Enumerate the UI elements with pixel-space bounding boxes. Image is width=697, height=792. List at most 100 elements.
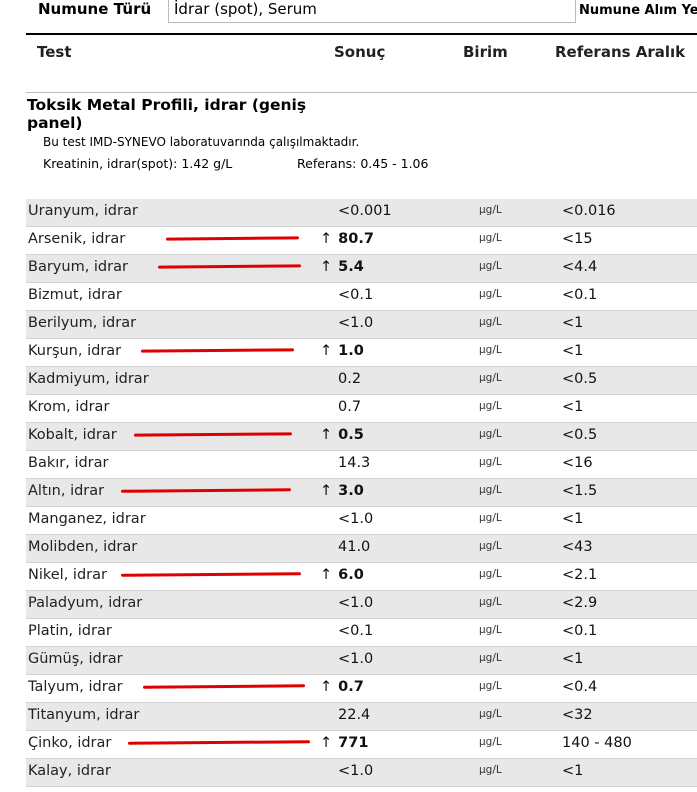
test-reference: <0.5 bbox=[562, 371, 598, 387]
high-arrow-icon: ↑ bbox=[320, 427, 333, 443]
test-name: Paladyum, idrar bbox=[28, 595, 143, 611]
column-header-result: Sonuç bbox=[334, 43, 386, 61]
test-name: Manganez, idrar bbox=[28, 511, 146, 527]
creatinine-reference: Referans: 0.45 - 1.06 bbox=[297, 156, 429, 171]
test-name: Berilyum, idrar bbox=[28, 315, 137, 331]
test-result: <1.0 bbox=[338, 763, 373, 779]
table-row: Kobalt, idrar ↑ 0.5 µg/L <0.5 bbox=[26, 423, 697, 451]
test-unit: µg/L bbox=[479, 652, 502, 664]
column-header-reference: Referans Aralık bbox=[555, 43, 686, 61]
test-reference: 140 - 480 bbox=[562, 735, 632, 751]
column-header-unit: Birim bbox=[463, 43, 508, 61]
high-arrow-icon: ↑ bbox=[320, 231, 333, 247]
test-unit: µg/L bbox=[479, 764, 502, 776]
table-row: Titanyum, idrar 22.4 µg/L <32 bbox=[26, 703, 697, 731]
test-reference: <1 bbox=[562, 511, 584, 527]
test-unit: µg/L bbox=[479, 428, 502, 440]
test-unit: µg/L bbox=[479, 288, 502, 300]
test-unit: µg/L bbox=[479, 680, 502, 692]
result-value: 14.3 bbox=[338, 455, 371, 471]
table-row: Bizmut, idrar <0.1 µg/L <0.1 bbox=[26, 283, 697, 311]
test-result: 22.4 bbox=[338, 707, 370, 723]
table-row: Baryum, idrar ↑ 5.4 µg/L <4.4 bbox=[26, 255, 697, 283]
test-reference: <1 bbox=[562, 651, 584, 667]
result-value: <0.1 bbox=[338, 623, 374, 639]
test-unit: µg/L bbox=[479, 596, 502, 608]
test-reference: <1 bbox=[562, 763, 584, 779]
test-name: Çinko, idrar bbox=[28, 735, 112, 751]
test-result: ↑ 0.7 bbox=[320, 679, 364, 695]
table-row: Berilyum, idrar <1.0 µg/L <1 bbox=[26, 311, 697, 339]
test-result: ↑ 1.0 bbox=[320, 343, 364, 359]
high-arrow-icon: ↑ bbox=[320, 343, 333, 359]
test-name: Kurşun, idrar bbox=[28, 343, 122, 359]
high-arrow-icon: ↑ bbox=[320, 259, 333, 275]
result-value: <0.1 bbox=[338, 287, 374, 303]
results-table: Uranyum, idrar <0.001 µg/L <0.016 Arsenik, i… bbox=[26, 199, 697, 787]
table-row: Altın, idrar ↑ 3.0 µg/L <1.5 bbox=[26, 479, 697, 507]
header-bottom-divider bbox=[26, 92, 697, 93]
test-name: Nikel, idrar bbox=[28, 567, 107, 583]
result-value: 6.0 bbox=[338, 567, 364, 583]
test-reference: <32 bbox=[562, 707, 593, 723]
test-reference: <2.1 bbox=[562, 567, 598, 583]
test-unit: µg/L bbox=[479, 708, 502, 720]
test-result: ↑ 0.5 bbox=[320, 427, 364, 443]
test-reference: <0.016 bbox=[562, 203, 616, 219]
test-name: Platin, idrar bbox=[28, 623, 112, 639]
test-reference: <0.1 bbox=[562, 623, 598, 639]
test-reference: <2.9 bbox=[562, 595, 598, 611]
high-arrow-icon: ↑ bbox=[320, 483, 333, 499]
header-divider bbox=[26, 33, 697, 35]
result-value: <1.0 bbox=[338, 315, 374, 331]
red-underline-mark bbox=[121, 488, 291, 493]
test-result: 0.2 bbox=[338, 371, 361, 387]
test-result: <1.0 bbox=[338, 595, 373, 611]
test-unit: µg/L bbox=[479, 624, 502, 636]
sample-type-box bbox=[168, 0, 576, 23]
table-row: Uranyum, idrar <0.001 µg/L <0.016 bbox=[26, 199, 697, 227]
high-arrow-icon: ↑ bbox=[320, 679, 333, 695]
test-reference: <0.4 bbox=[562, 679, 598, 695]
test-result: <1.0 bbox=[338, 511, 373, 527]
test-reference: <1.5 bbox=[562, 483, 598, 499]
lab-note: Bu test IMD-SYNEVO laboratuvarında çalış… bbox=[43, 135, 360, 149]
test-name: Gümüş, idrar bbox=[28, 651, 123, 667]
result-value: 0.7 bbox=[338, 399, 362, 415]
test-result: ↑ 5.4 bbox=[320, 259, 364, 275]
test-unit: µg/L bbox=[479, 316, 502, 328]
test-reference: <4.4 bbox=[562, 259, 598, 275]
table-row: Manganez, idrar <1.0 µg/L <1 bbox=[26, 507, 697, 535]
test-reference: <1 bbox=[562, 343, 584, 359]
red-underline-mark bbox=[141, 348, 294, 353]
column-header-test: Test bbox=[37, 43, 72, 61]
test-name: Kadmiyum, idrar bbox=[28, 371, 149, 387]
test-name: Arsenik, idrar bbox=[28, 231, 126, 247]
test-unit: µg/L bbox=[479, 232, 502, 244]
creatinine-value: Kreatinin, idrar(spot): 1.42 g/L bbox=[43, 156, 233, 171]
result-value: 80.7 bbox=[338, 231, 374, 247]
test-reference: <15 bbox=[562, 231, 593, 247]
table-row: Platin, idrar <0.1 µg/L <0.1 bbox=[26, 619, 697, 647]
test-name: Bizmut, idrar bbox=[28, 287, 122, 303]
test-name: Bakır, idrar bbox=[28, 455, 109, 471]
test-name: Krom, idrar bbox=[28, 399, 110, 415]
table-row: Bakır, idrar 14.3 µg/L <16 bbox=[26, 451, 697, 479]
test-result: <1.0 bbox=[338, 651, 373, 667]
result-value: 0.2 bbox=[338, 371, 362, 387]
test-result: <1.0 bbox=[338, 315, 373, 331]
test-name: Talyum, idrar bbox=[28, 679, 123, 695]
collection-label: Numune Alım Ye bbox=[579, 3, 697, 18]
table-row: Kalay, idrar <1.0 µg/L <1 bbox=[26, 759, 697, 787]
test-unit: µg/L bbox=[479, 736, 502, 748]
test-result: 0.7 bbox=[338, 399, 361, 415]
red-underline-mark bbox=[121, 572, 301, 577]
test-result: ↑ 6.0 bbox=[320, 567, 364, 583]
high-arrow-icon: ↑ bbox=[320, 567, 333, 583]
table-row: Çinko, idrar ↑ 771 µg/L 140 - 480 bbox=[26, 731, 697, 759]
result-value: <1.0 bbox=[338, 511, 374, 527]
test-result: 41.0 bbox=[338, 539, 370, 555]
sample-info-bar: Numune Türü İdrar (spot), Serum Numune A… bbox=[0, 0, 697, 24]
test-name: Kobalt, idrar bbox=[28, 427, 117, 443]
table-row: Kadmiyum, idrar 0.2 µg/L <0.5 bbox=[26, 367, 697, 395]
